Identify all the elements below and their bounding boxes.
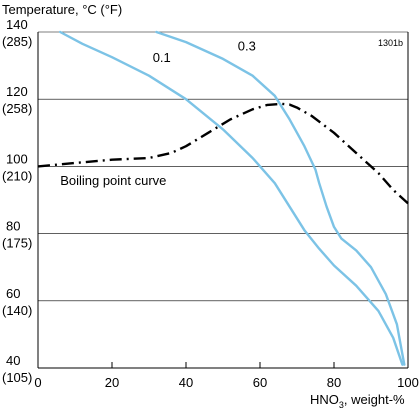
y-axis-title: Temperature, °C (°F) [2, 2, 122, 17]
y-tick-label-80: 80 [6, 219, 20, 234]
x-axis-title: HNO3, weight-% [310, 392, 405, 410]
grid-lines [38, 31, 408, 302]
series-line-boiling-point-curve [37, 102, 409, 205]
series-lines [37, 30, 409, 366]
y-tick-label-f-80: (175) [2, 236, 32, 251]
y-tick-label-f-100: (210) [2, 168, 32, 183]
tick-labels: 0 20 40 60 80 100 140 (285) 120 (258) 100 (210) 80 (1… [2, 17, 419, 390]
y-tick-label-60: 60 [6, 286, 20, 301]
y-tick-label-f-120: (258) [2, 101, 32, 116]
y-tick-label-40: 40 [6, 353, 20, 368]
x-axis-title-rest: , weight-% [344, 392, 405, 407]
y-tick-label-f-60: (140) [2, 303, 32, 318]
x-axis-title-main: HNO [310, 392, 339, 407]
x-tick-label-100: 100 [397, 375, 419, 390]
y-tick-label-f-40: (105) [2, 370, 32, 385]
figure-code: 1301b [378, 38, 403, 48]
y-tick-label-140: 140 [6, 17, 28, 32]
y-tick-label-100: 100 [6, 151, 28, 166]
y-tick-label-120: 120 [6, 84, 28, 99]
series-line-0-3 [155, 30, 406, 366]
x-tick-label-60: 60 [253, 375, 267, 390]
axes [37, 32, 409, 369]
annotations: 0.1 0.3 Boiling point curve [60, 38, 256, 187]
annotation-0-1: 0.1 [153, 50, 171, 65]
x-tick-label-20: 20 [105, 375, 119, 390]
y-tick-label-f-140: (285) [2, 34, 32, 49]
x-axis-title-subscript: 3 [339, 400, 344, 410]
x-tick-label-0: 0 [34, 375, 41, 390]
annotation-0-3: 0.3 [238, 38, 256, 53]
series-line-0-1 [59, 30, 404, 366]
annotation-boiling-point-curve: Boiling point curve [60, 173, 166, 188]
x-tick-label-80: 80 [327, 375, 341, 390]
x-tick-label-40: 40 [179, 375, 193, 390]
